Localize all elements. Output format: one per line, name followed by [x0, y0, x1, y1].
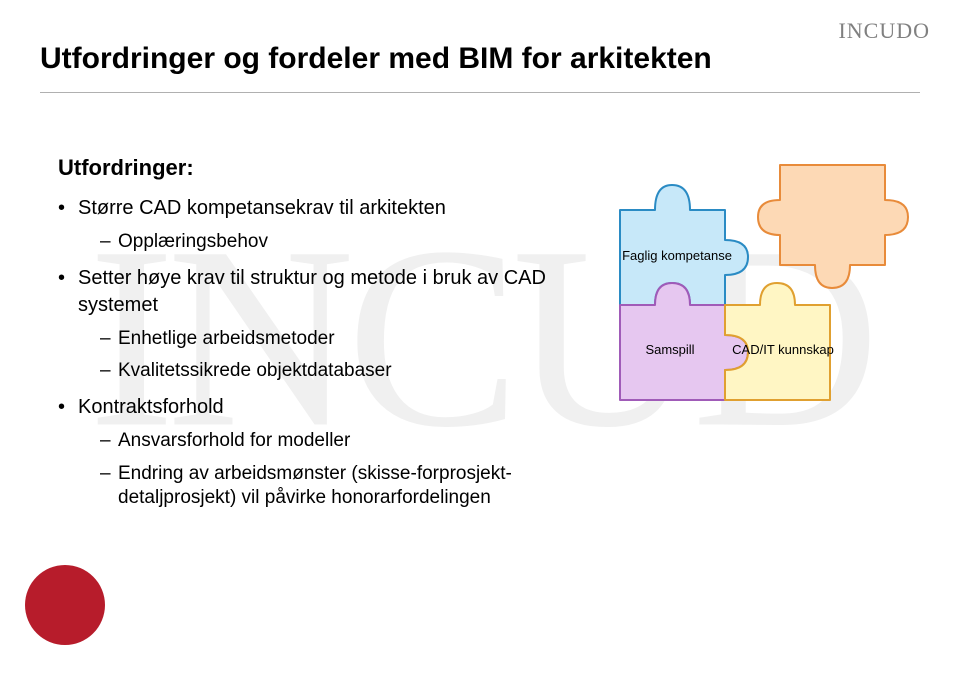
- puzzle-label: Faglig kompetanse: [622, 248, 732, 263]
- section-heading: Utfordringer:: [58, 155, 578, 181]
- puzzle-label: CAD/IT kunnskap: [728, 342, 838, 357]
- sub-bullet-item: Kvalitetssikrede objektdatabaser: [100, 359, 578, 384]
- sub-bullet-list: Ansvarsforhold for modeller Endring av ar…: [78, 429, 578, 511]
- puzzle-diagram: Faglig kompetanse Samspill CAD/IT kunnsk…: [590, 150, 920, 410]
- puzzle-label: Samspill: [630, 342, 710, 357]
- accent-dot: [25, 565, 105, 645]
- sub-bullet-item: Opplæringsbehov: [100, 230, 578, 255]
- bullet-list: Større CAD kompetansekrav til arkitekten…: [58, 195, 578, 511]
- page-title: Utfordringer og fordeler med BIM for ark…: [40, 42, 920, 93]
- content-block: Utfordringer: Større CAD kompetansekrav …: [58, 155, 578, 521]
- title-area: Utfordringer og fordeler med BIM for ark…: [40, 42, 920, 93]
- bullet-item: Større CAD kompetansekrav til arkitekten…: [58, 195, 578, 255]
- brand-logo: INCUDO: [838, 18, 930, 44]
- bullet-item: KontraktsforholdAnsvarsforhold for model…: [58, 394, 578, 511]
- sub-bullet-item: Ansvarsforhold for modeller: [100, 429, 578, 454]
- bullet-item: Setter høye krav til struktur og metode …: [58, 265, 578, 384]
- sub-bullet-item: Enhetlige arbeidsmetoder: [100, 327, 578, 352]
- sub-bullet-list: Opplæringsbehov: [78, 230, 578, 255]
- sub-bullet-list: Enhetlige arbeidsmetoder Kvalitetssikrede…: [78, 327, 578, 384]
- sub-bullet-item: Endring av arbeidsmønster (skisse-forpro…: [100, 462, 578, 511]
